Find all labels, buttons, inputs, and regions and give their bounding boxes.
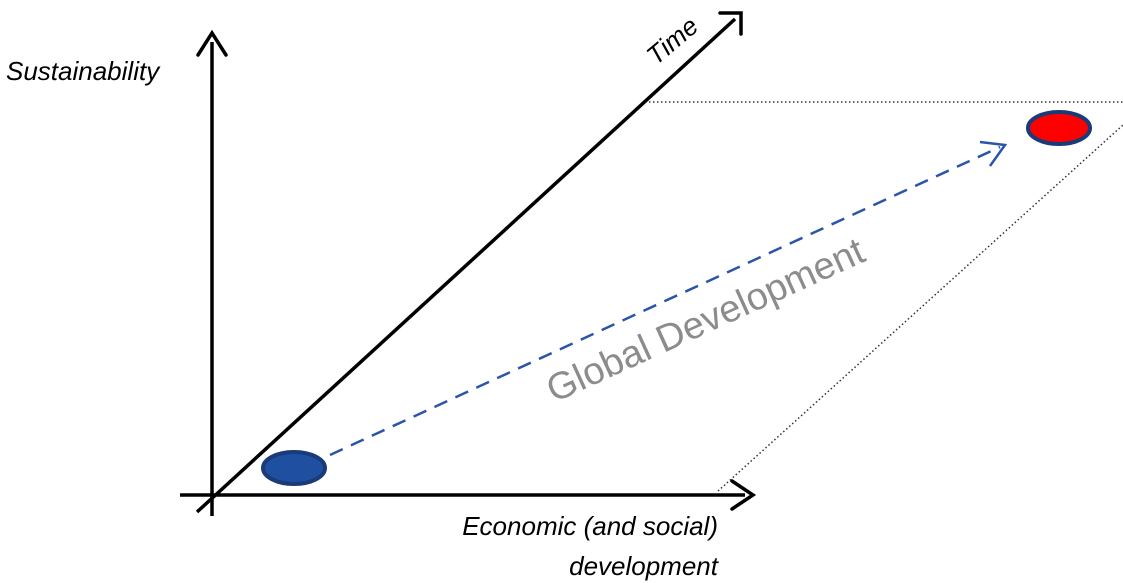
x-axis-label-line2: development <box>569 551 720 581</box>
trend-arrowhead <box>979 140 1008 167</box>
y-axis-arrowhead <box>196 29 228 57</box>
trend-label: Global Development <box>540 230 871 411</box>
start-state-ellipse <box>261 450 327 486</box>
x-axis-label-line1: Economic (and social) <box>462 511 718 541</box>
x-axis-arrowhead <box>730 479 757 511</box>
y-axis-label: Sustainability <box>6 56 161 86</box>
time-axis <box>195 17 737 514</box>
guide-right-line <box>717 124 1123 492</box>
time-axis-arrowhead <box>718 11 743 36</box>
trend-arrow-line <box>329 145 1001 457</box>
end-state-ellipse <box>1026 110 1092 146</box>
time-axis-label: Time <box>641 11 704 71</box>
